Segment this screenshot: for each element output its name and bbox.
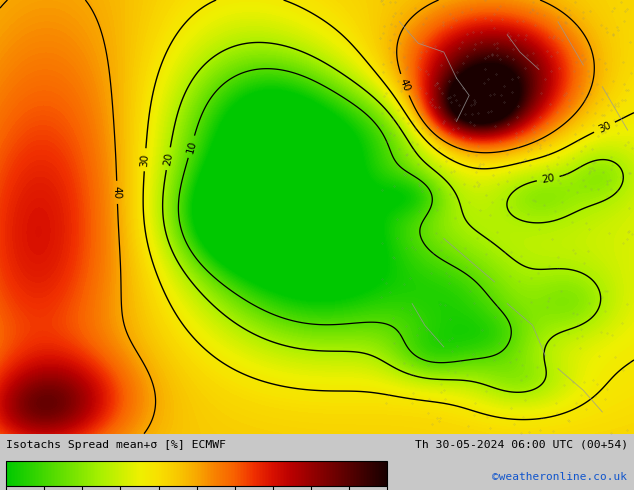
Text: 40: 40 bbox=[398, 77, 411, 93]
Text: 20: 20 bbox=[541, 172, 555, 185]
Text: ©weatheronline.co.uk: ©weatheronline.co.uk bbox=[492, 472, 627, 482]
Text: 30: 30 bbox=[597, 120, 612, 135]
Text: 40: 40 bbox=[112, 186, 122, 199]
Text: Th 30-05-2024 06:00 UTC (00+54): Th 30-05-2024 06:00 UTC (00+54) bbox=[415, 440, 628, 450]
Text: 20: 20 bbox=[162, 151, 174, 166]
Text: 30: 30 bbox=[139, 153, 150, 167]
Text: 10: 10 bbox=[184, 139, 198, 154]
Text: Isotachs Spread mean+σ [%] ECMWF: Isotachs Spread mean+σ [%] ECMWF bbox=[6, 440, 226, 450]
